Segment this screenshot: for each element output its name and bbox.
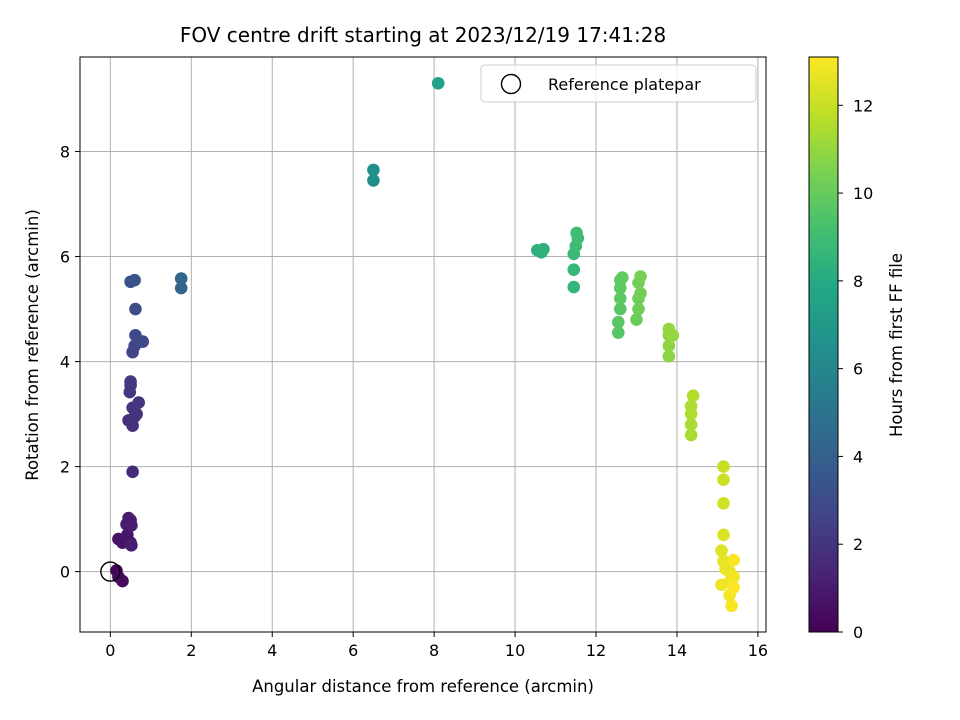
data-point bbox=[367, 163, 380, 177]
colorbar-tick-label: 0 bbox=[853, 623, 863, 642]
legend-reference-label: Reference platepar bbox=[548, 75, 701, 94]
data-point bbox=[662, 350, 676, 363]
x-tick-label: 0 bbox=[105, 641, 115, 660]
data-point bbox=[727, 570, 740, 584]
data-point bbox=[630, 313, 643, 326]
data-point bbox=[715, 544, 728, 557]
data-point bbox=[717, 460, 730, 473]
data-point bbox=[567, 263, 581, 276]
colorbar-tick-label: 6 bbox=[853, 360, 863, 379]
data-point bbox=[717, 497, 730, 510]
data-point bbox=[717, 528, 730, 542]
grid-lines bbox=[80, 57, 766, 632]
legend-box bbox=[480, 64, 757, 103]
data-point bbox=[727, 553, 740, 567]
x-axis-ticks: 0 2 4 6 8 10 12 14 16 bbox=[105, 632, 768, 660]
data-point bbox=[174, 281, 188, 295]
plot-frame bbox=[79, 56, 767, 633]
colorbar-tick-label: 10 bbox=[853, 184, 873, 203]
colorbar-tick-label: 2 bbox=[853, 535, 863, 554]
data-point bbox=[570, 226, 583, 240]
x-tick-label: 12 bbox=[586, 641, 606, 660]
data-point bbox=[614, 302, 627, 316]
colorbar-label: Hours from first FF file bbox=[887, 253, 906, 437]
reference-point-marker bbox=[100, 561, 121, 582]
x-axis-label: Angular distance from reference (arcmin) bbox=[252, 677, 594, 696]
colorbar-tick-label: 4 bbox=[853, 447, 863, 466]
y-tick-label: 0 bbox=[60, 563, 70, 582]
data-point bbox=[129, 302, 142, 316]
x-tick-label: 4 bbox=[267, 641, 277, 660]
data-point bbox=[431, 76, 445, 90]
data-point bbox=[725, 599, 738, 613]
legend-reference-marker bbox=[500, 73, 522, 95]
data-point bbox=[611, 315, 625, 329]
data-point bbox=[684, 418, 698, 431]
data-points bbox=[110, 76, 740, 613]
data-point bbox=[611, 326, 625, 339]
y-tick-label: 8 bbox=[60, 143, 70, 162]
data-point bbox=[717, 473, 730, 487]
data-point bbox=[126, 465, 139, 479]
data-point bbox=[634, 270, 647, 283]
data-point bbox=[537, 242, 550, 256]
data-point bbox=[634, 287, 647, 300]
y-tick-label: 4 bbox=[60, 353, 70, 372]
colorbar-ticks: 0 2 4 6 8 10 12 bbox=[838, 96, 873, 642]
y-axis-ticks: 0 2 4 6 8 bbox=[60, 143, 80, 582]
x-tick-label: 2 bbox=[186, 641, 196, 660]
data-point bbox=[614, 292, 627, 305]
data-point bbox=[684, 428, 698, 442]
data-point bbox=[684, 399, 698, 413]
data-point bbox=[174, 272, 188, 285]
data-point bbox=[567, 280, 581, 294]
data-point bbox=[666, 329, 680, 342]
data-point bbox=[616, 271, 629, 284]
y-tick-label: 6 bbox=[60, 248, 70, 267]
data-point bbox=[126, 401, 139, 415]
data-point bbox=[124, 375, 137, 388]
colorbar-tick-label: 12 bbox=[853, 96, 873, 115]
data-point bbox=[128, 273, 141, 287]
x-tick-label: 6 bbox=[348, 641, 358, 660]
reference-marker bbox=[100, 561, 121, 582]
data-point bbox=[129, 329, 142, 342]
data-point bbox=[125, 539, 138, 552]
x-tick-label: 16 bbox=[748, 641, 768, 660]
y-tick-label: 2 bbox=[60, 458, 70, 477]
colorbar-tick-label: 8 bbox=[853, 272, 863, 291]
data-point bbox=[686, 389, 700, 402]
legend: Reference platepar bbox=[480, 64, 757, 103]
data-point bbox=[715, 578, 728, 592]
x-tick-label: 10 bbox=[505, 641, 525, 660]
x-tick-label: 14 bbox=[667, 641, 687, 660]
x-tick-label: 8 bbox=[429, 641, 439, 660]
chart-title: FOV centre drift starting at 2023/12/19 … bbox=[180, 23, 666, 47]
data-point bbox=[632, 302, 645, 316]
data-point bbox=[116, 574, 129, 588]
colorbar bbox=[808, 56, 839, 633]
data-point bbox=[727, 581, 740, 594]
data-point bbox=[367, 174, 380, 187]
data-point bbox=[662, 339, 676, 353]
y-axis-label: Rotation from reference (arcmin) bbox=[23, 209, 42, 481]
data-point bbox=[125, 519, 138, 532]
